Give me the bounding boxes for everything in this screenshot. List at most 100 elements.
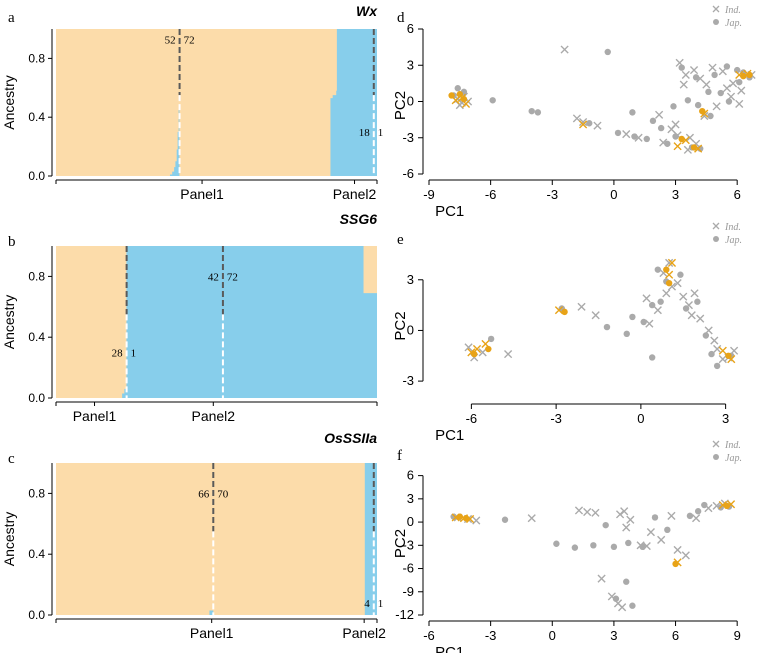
point-ind <box>626 515 635 524</box>
point-jap <box>692 74 700 81</box>
point-jap <box>629 313 636 321</box>
point-jap <box>707 112 714 120</box>
point-ind <box>645 319 654 328</box>
point-ind <box>667 125 676 134</box>
panel-letter: c <box>8 451 15 467</box>
point-ind <box>642 294 651 303</box>
point-jap <box>708 350 715 358</box>
point-ind <box>593 121 602 130</box>
y-tick-label: 0.0 <box>28 608 45 622</box>
group-label: Panel2 <box>342 625 386 641</box>
y-tick-label: 3 <box>407 491 414 506</box>
count-label: 1 <box>131 347 137 359</box>
point-jap <box>553 540 560 547</box>
legend-ind-label: Ind. <box>724 222 741 233</box>
point-ind <box>464 343 473 352</box>
point-jap <box>586 120 593 127</box>
y-axis-label: Ancestry <box>1 512 17 566</box>
panel-letter: a <box>8 10 15 26</box>
point-ind <box>622 130 631 139</box>
point-jap <box>590 542 597 549</box>
point-jap <box>604 48 611 56</box>
group-label: Panel1 <box>190 625 234 641</box>
point-ind <box>597 574 606 583</box>
point-jap <box>487 335 495 343</box>
point-ind <box>687 311 696 320</box>
point-ind <box>615 510 625 519</box>
y-tick-label: -3 <box>402 537 414 552</box>
point-ind <box>737 86 746 95</box>
point-jap <box>694 298 701 305</box>
point-ind <box>655 110 664 119</box>
count-label: 42 <box>208 271 219 283</box>
point-jap <box>672 133 679 140</box>
point-highlight-ind <box>673 142 682 151</box>
count-label: 52 <box>165 34 176 46</box>
point-jap <box>640 318 647 326</box>
point-jap <box>725 98 733 105</box>
y-tick-label: 0.8 <box>28 486 45 500</box>
point-jap <box>639 543 646 551</box>
x-axis-label: PC1 <box>435 644 464 653</box>
point-ind <box>478 348 487 357</box>
point-highlight-jap <box>456 91 464 98</box>
point-ind <box>685 133 695 142</box>
point-jap <box>614 129 622 137</box>
legend: Ind. Jap. <box>712 5 742 29</box>
point-ind <box>657 535 666 544</box>
point-jap <box>602 521 609 529</box>
point-ind <box>583 507 592 517</box>
point-jap <box>702 332 710 339</box>
x-tick-label: -6 <box>423 628 435 643</box>
y-tick-label: 0.0 <box>28 391 45 405</box>
y-tick-label: -6 <box>402 561 414 576</box>
point-jap <box>629 109 636 116</box>
point-ind <box>646 528 655 537</box>
point-jap <box>623 578 630 585</box>
point-highlight-ind <box>554 306 564 315</box>
y-tick-label: 0.4 <box>28 547 45 561</box>
count-label: 70 <box>217 488 229 500</box>
y-tick-label: 0 <box>407 322 414 337</box>
x-tick-label: 6 <box>672 628 679 643</box>
point-ind <box>665 258 674 267</box>
pca-panel-d: -9 -6 -3 0 3 6 -6 -3 0 3 6 PC1 PC2 d Ind. Jap. <box>392 5 756 220</box>
x-tick-label: 3 <box>722 411 729 426</box>
point-jap <box>694 508 702 515</box>
y-axis-label: PC2 <box>392 529 409 558</box>
legend-ind-label: Ind. <box>724 5 741 16</box>
point-highlight-jap <box>448 92 455 99</box>
point-jap <box>723 63 731 70</box>
legend-jap-label: Jap. <box>725 235 742 246</box>
point-ind <box>691 514 701 523</box>
point-jap <box>631 133 638 140</box>
ancestry-panel-a: 52 72 18 1 Panel1 Panel2 0.0 0.4 0.8 Ancestry a Wx <box>1 3 383 202</box>
count-label: 72 <box>227 271 238 283</box>
y-tick-label: 6 <box>407 468 414 483</box>
point-ind <box>618 603 627 612</box>
x-tick-label: -9 <box>423 187 435 202</box>
point-highlight-jap <box>561 308 568 316</box>
point-ind <box>504 349 513 359</box>
legend-jap-marker <box>713 454 719 460</box>
point-ind <box>667 511 676 520</box>
legend-jap-marker <box>713 19 719 25</box>
count-label: 1 <box>378 127 384 139</box>
point-ind <box>673 545 682 555</box>
x-tick-label: -3 <box>550 411 562 426</box>
group-label: Panel2 <box>333 186 377 202</box>
point-jap <box>736 78 743 86</box>
point-highlight-jap <box>456 513 464 520</box>
point-ind <box>572 114 582 123</box>
legend-jap-marker <box>713 236 719 242</box>
point-jap <box>603 323 611 331</box>
count-label: 18 <box>359 127 371 139</box>
point-ind <box>702 80 711 89</box>
panel-letter: d <box>397 10 405 26</box>
point-jap <box>694 101 702 109</box>
point-highlight-jap <box>740 72 747 80</box>
panel-letter: f <box>397 448 402 464</box>
panel-letter: e <box>397 232 404 248</box>
x-tick-label: -6 <box>485 187 497 202</box>
legend-ind-label: Ind. <box>724 440 741 451</box>
